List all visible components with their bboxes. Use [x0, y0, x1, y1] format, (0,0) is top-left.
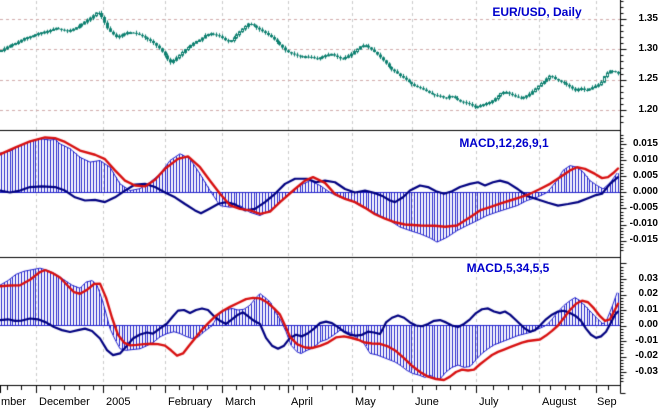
price-axis-label: 1.30 [638, 43, 658, 54]
macd1-axis-label: -0.015 [629, 234, 658, 245]
price-axis-label: 1.20 [638, 104, 658, 115]
price-panel-title: EUR/USD, Daily [492, 5, 582, 19]
macd2-axis-label: 0.00 [638, 319, 658, 330]
macd1-axis-label: 0.005 [632, 170, 658, 181]
x-axis-label: mber [1, 396, 27, 408]
macd2-panel-title: MACD,5,34,5,5 [466, 261, 550, 275]
price-axis-label: 1.25 [638, 73, 658, 84]
x-axis-label: December [39, 396, 90, 408]
macd2-axis-label: -0.02 [635, 350, 658, 361]
macd1-axis-label: -0.005 [629, 202, 658, 213]
price-axis-label: 1.35 [638, 13, 658, 24]
macd1-panel-title: MACD,12,26,9,1 [459, 136, 549, 150]
x-axis-label: August [542, 396, 577, 408]
x-axis-label: April [291, 396, 314, 408]
x-axis-label: Sep [597, 396, 617, 408]
macd1-axis-label: 0.010 [632, 154, 658, 165]
x-axis-label: February [168, 396, 213, 408]
macd2-axis-label: 0.03 [638, 273, 658, 284]
x-axis-label: July [479, 396, 499, 408]
macd2-axis-label: -0.03 [635, 366, 658, 377]
macd2-axis-label: 0.01 [638, 304, 658, 315]
x-axis-label: May [355, 396, 376, 408]
x-axis-label: 2005 [106, 396, 131, 408]
macd2-axis-label: 0.02 [638, 288, 658, 299]
macd1-axis-label: 0.015 [632, 138, 658, 149]
macd2-axis-label: -0.01 [635, 335, 658, 346]
macd1-axis-label: -0.010 [629, 218, 658, 229]
macd1-axis-label: 0.000 [632, 186, 658, 197]
x-axis-label: June [415, 396, 439, 408]
x-axis-label: March [225, 396, 256, 408]
